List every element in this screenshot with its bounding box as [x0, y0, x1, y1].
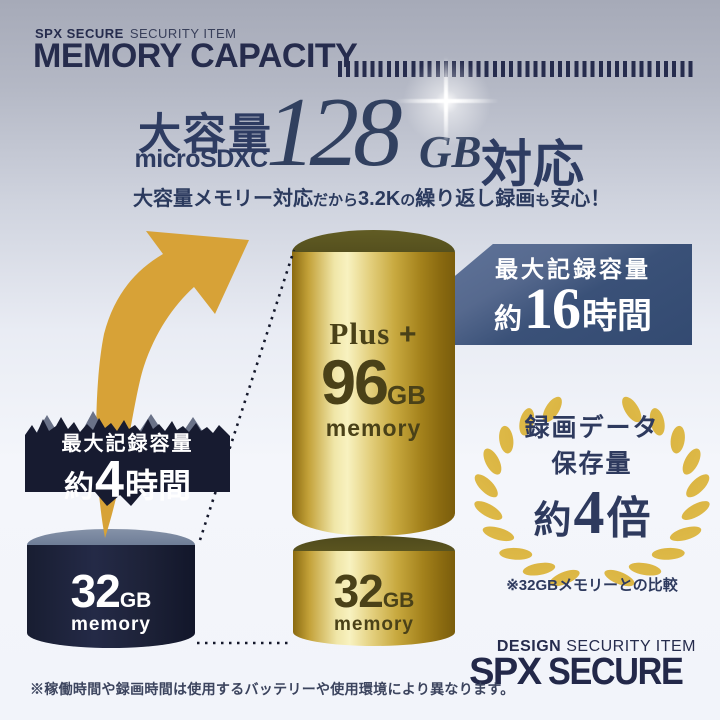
gold-cylinder-32gb [293, 551, 455, 646]
badge4-shape [25, 411, 230, 506]
gold32-unit: GB [382, 589, 415, 612]
dark-cylinder-32gb [27, 545, 195, 648]
header-brand: SPX SECURE SECURITY ITEM [35, 26, 236, 41]
footer-brand-secondary: SECURITY ITEM [566, 638, 696, 655]
disclaimer-text: ※稼働時間や録画時間は使用するバッテリーや使用環境により異なります。 [30, 681, 515, 697]
badge4-unit: 時間 [124, 467, 191, 504]
badge4-approx: 約 [64, 471, 95, 504]
wreath-value: 4 [573, 479, 605, 547]
wreath-line2: 保存量 [551, 451, 633, 478]
hero-catchphrase: 大容量 [138, 112, 273, 159]
dark32-value: 32 [70, 565, 121, 617]
memory-label: memory [325, 414, 422, 441]
hero-card-spec: microSDXC [134, 145, 268, 173]
gold-cylinder-96gb [292, 252, 455, 536]
badge16-approx: 約 [493, 304, 522, 335]
footer-brand-primary: DESIGN [496, 638, 562, 655]
badge16-value-line: 約 16 時間 [494, 280, 652, 339]
badge4-value-line: 約 4 時間 [25, 454, 230, 507]
wreath-value-line: 約 4 倍 [468, 482, 716, 546]
badge16-unit: 時間 [582, 297, 653, 336]
comparison-note: ※32GBメモリーとの比較 [506, 577, 678, 594]
hero-subtitle: 大容量メモリー対応 だから 3.2K の繰り返し録画も安心！ [133, 188, 611, 210]
footer-brand: DESIGN SECURITY ITEM [497, 638, 696, 656]
plus-label: Plus + [329, 316, 418, 351]
badge16-title: 最大記録容量 [495, 257, 651, 282]
max-record-badge-4h: 最大記録容量 約 4 時間 [25, 405, 230, 520]
dark-cylinder-32gb-label: 32 GB memory [27, 565, 195, 636]
gold32-value: 32 [333, 565, 384, 617]
badge16-value: 16 [524, 276, 581, 341]
wreath-unit: 倍 [606, 494, 651, 543]
header-brand-primary: SPX SECURE [35, 26, 124, 41]
wreath-text: 録画データ 保存量 約 4 倍 [468, 408, 716, 546]
gold-cylinder-32gb-label: 32 GB memory [293, 565, 455, 636]
gold32-memory-label: memory [334, 613, 414, 635]
page-title: MEMORY CAPACITY [33, 37, 358, 75]
gold-cylinder-96gb-label: Plus + 96 GB memory [292, 316, 455, 442]
footer-logo-light: SECURE [547, 651, 684, 693]
header-brand-secondary: SECURITY ITEM [129, 26, 237, 41]
wreath-approx: 約 [533, 500, 572, 542]
badge4-title: 最大記録容量 [61, 433, 194, 455]
badge4-text: 最大記録容量 約 4 時間 [25, 427, 230, 507]
plus-sign: + [399, 318, 418, 351]
dark32-memory-label: memory [71, 613, 151, 635]
wreath-line1: 録画データ [524, 415, 660, 442]
capacity-96-line: 96 GB [292, 348, 455, 418]
max-record-badge-16h: 最大記録容量 約 16 時間 [440, 244, 692, 345]
footer-logo-bold: SPX [469, 651, 542, 693]
hero-capacity-number: 128 [266, 78, 402, 187]
badge4-value: 4 [95, 451, 124, 509]
capacity-96-value: 96 [320, 348, 389, 418]
capacity-96-unit: GB [387, 380, 427, 410]
dark32-unit: GB [119, 589, 152, 612]
footer-logo: SPX SECURE [469, 651, 697, 693]
